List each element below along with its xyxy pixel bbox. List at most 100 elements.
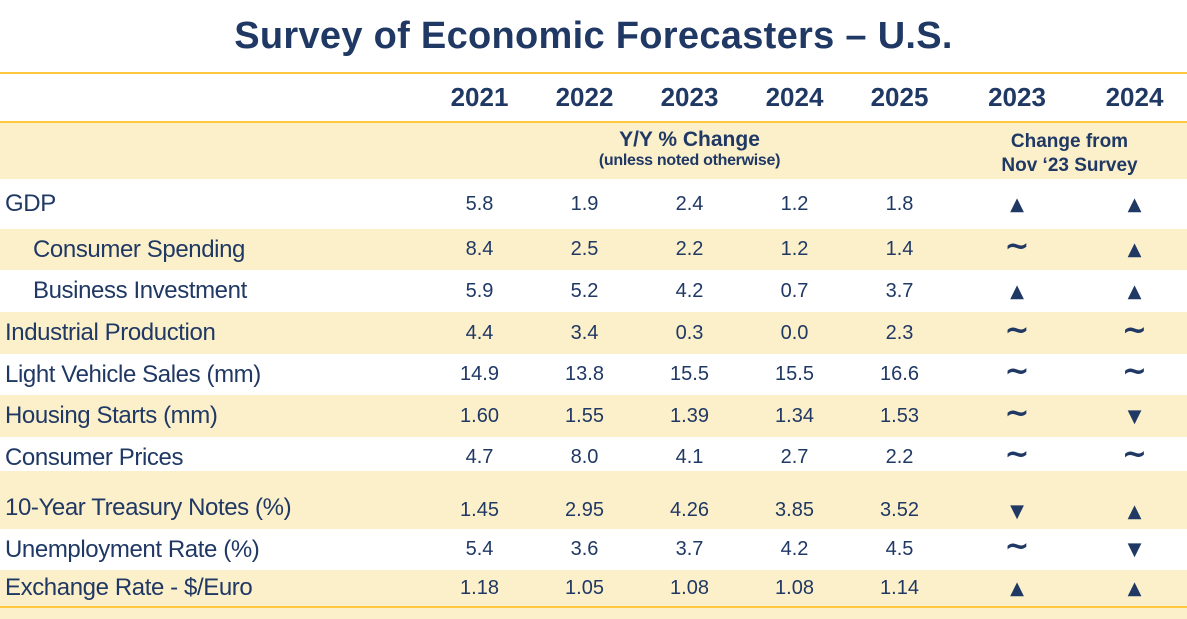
value-cell: 1.14: [880, 576, 919, 599]
value-cell: 8.0: [570, 446, 599, 468]
change-cell: ~: [1121, 312, 1148, 348]
value-cell: 3.7: [885, 279, 914, 302]
value-cell: 14.9: [460, 363, 499, 385]
value-cell: 0.7: [780, 279, 809, 302]
table-row-consumer-prices: Consumer Prices 4.7 8.0 4.1 2.7 2.2 ~ ~: [0, 437, 1187, 472]
yy-change-header: Y/Y % Change (unless noted otherwise): [427, 123, 952, 179]
value-cell: 0.0: [780, 321, 809, 344]
change-cell: ~: [1004, 529, 1030, 564]
value-cell: 2.5: [570, 238, 599, 260]
value-cell: 1.34: [775, 404, 814, 427]
change-cell: ▲: [1127, 280, 1142, 302]
table-row-light-vehicle-sales: Light Vehicle Sales (mm) 14.9 13.8 15.5 …: [0, 354, 1187, 395]
row-label: Industrial Production: [5, 319, 216, 346]
value-cell: 4.2: [780, 538, 809, 560]
change-cell: ~: [1004, 229, 1030, 264]
change-from-line1: Change from: [1010, 131, 1129, 152]
value-cell: 3.6: [570, 538, 599, 560]
value-cell: 16.6: [880, 363, 919, 385]
table-row-consumer-spending: Consumer Spending 8.4 2.5 2.2 1.2 1.4 ~ …: [0, 229, 1187, 270]
value-cell: 4.5: [885, 538, 914, 560]
change-cell: ▲: [1010, 280, 1024, 302]
value-cell: 0.3: [675, 321, 704, 344]
value-cell: 4.7: [465, 446, 494, 468]
year-header-2023: 2023: [660, 82, 719, 112]
value-cell: 3.52: [880, 499, 919, 521]
value-cell: 1.2: [780, 192, 809, 215]
row-label: Unemployment Rate (%): [5, 535, 260, 563]
value-cell: 1.05: [565, 576, 604, 599]
value-cell: 4.4: [465, 321, 494, 344]
change-from-header: Change from Nov ‘23 Survey: [952, 123, 1187, 179]
change-cell: ▲: [1127, 239, 1142, 260]
change-cell: ▲: [1127, 193, 1142, 215]
value-cell: 1.18: [460, 576, 499, 599]
value-cell: 2.95: [565, 499, 604, 521]
value-cell: 5.9: [465, 279, 494, 302]
row-label: Business Investment: [33, 277, 247, 304]
change-cell: ▲: [1127, 501, 1142, 522]
change-cell: ~: [1004, 395, 1030, 431]
value-cell: 1.8: [885, 192, 914, 215]
row-label: Exchange Rate - $/Euro: [5, 574, 253, 601]
change-from-line2: Nov ‘23 Survey: [1001, 154, 1138, 176]
change-year-header-2024: 2024: [1105, 82, 1164, 112]
value-cell: 5.4: [465, 538, 494, 560]
title-bar: Survey of Economic Forecasters – U.S.: [0, 0, 1187, 72]
divider-header: [0, 121, 1187, 123]
year-header-2024: 2024: [765, 82, 824, 112]
value-cell: 1.2: [780, 238, 809, 260]
change-cell: ▲: [1010, 193, 1024, 215]
change-cell: ▼: [1127, 405, 1142, 427]
page-title: Survey of Economic Forecasters – U.S.: [234, 14, 953, 57]
value-cell: 4.1: [675, 446, 704, 468]
change-cell: ▲: [1127, 577, 1142, 599]
value-cell: 1.55: [565, 404, 604, 427]
value-cell: 8.4: [465, 238, 494, 260]
value-cell: 1.60: [460, 404, 499, 427]
yy-change-note: (unless noted otherwise): [598, 152, 781, 170]
year-header-2022: 2022: [555, 82, 614, 112]
divider-bottom: [0, 606, 1187, 608]
year-header-2021: 2021: [450, 82, 509, 112]
year-header-2025: 2025: [870, 82, 929, 112]
divider-top: [0, 72, 1187, 74]
value-cell: 15.5: [670, 363, 709, 385]
value-cell: 4.26: [670, 499, 709, 521]
table-row-exchange-rate: Exchange Rate - $/Euro 1.18 1.05 1.08 1.…: [0, 570, 1187, 606]
value-cell: 1.4: [885, 238, 914, 260]
row-label: 10-Year Treasury Notes (%): [5, 494, 292, 521]
year-header-row: 2021 2022 2023 2024 2025 2023 2024: [0, 74, 1187, 121]
value-cell: 1.08: [670, 576, 709, 599]
table-row-industrial-production: Industrial Production 4.4 3.4 0.3 0.0 2.…: [0, 312, 1187, 354]
value-cell: 3.85: [775, 499, 814, 521]
value-cell: 1.9: [570, 192, 599, 215]
value-cell: 1.45: [460, 499, 499, 521]
table-row-gdp: GDP 5.8 1.9 2.4 1.2 1.8 ▲ ▲: [0, 179, 1187, 229]
change-cell: ~: [1004, 354, 1030, 389]
value-cell: 4.2: [675, 279, 704, 302]
row-label: Light Vehicle Sales (mm): [5, 360, 261, 388]
value-cell: 1.39: [670, 404, 709, 427]
subheader-spacer: [0, 123, 427, 179]
value-cell: 2.2: [885, 446, 914, 468]
change-cell: ~: [1121, 354, 1148, 389]
value-cell: 13.8: [565, 363, 604, 385]
value-cell: 2.7: [780, 446, 809, 468]
row-label: GDP: [5, 190, 56, 217]
change-cell: ~: [1004, 437, 1030, 472]
value-cell: 1.08: [775, 576, 814, 599]
row-label: Consumer Spending: [33, 235, 246, 263]
change-cell: ~: [1004, 312, 1030, 348]
value-cell: 3.4: [570, 321, 599, 344]
table-row-treasury-notes: 10-Year Treasury Notes (%) 1.45 2.95 4.2…: [0, 471, 1187, 529]
change-cell: ▼: [1127, 539, 1142, 560]
table-row-unemployment-rate: Unemployment Rate (%) 5.4 3.6 3.7 4.2 4.…: [0, 529, 1187, 570]
value-cell: 3.7: [675, 538, 704, 560]
subheader-band: Y/Y % Change (unless noted otherwise) Ch…: [0, 123, 1187, 179]
value-cell: 2.2: [675, 238, 704, 260]
value-cell: 15.5: [775, 363, 814, 385]
row-label: Consumer Prices: [5, 443, 184, 471]
value-cell: 5.2: [570, 279, 599, 302]
change-cell: ▲: [1010, 577, 1024, 599]
